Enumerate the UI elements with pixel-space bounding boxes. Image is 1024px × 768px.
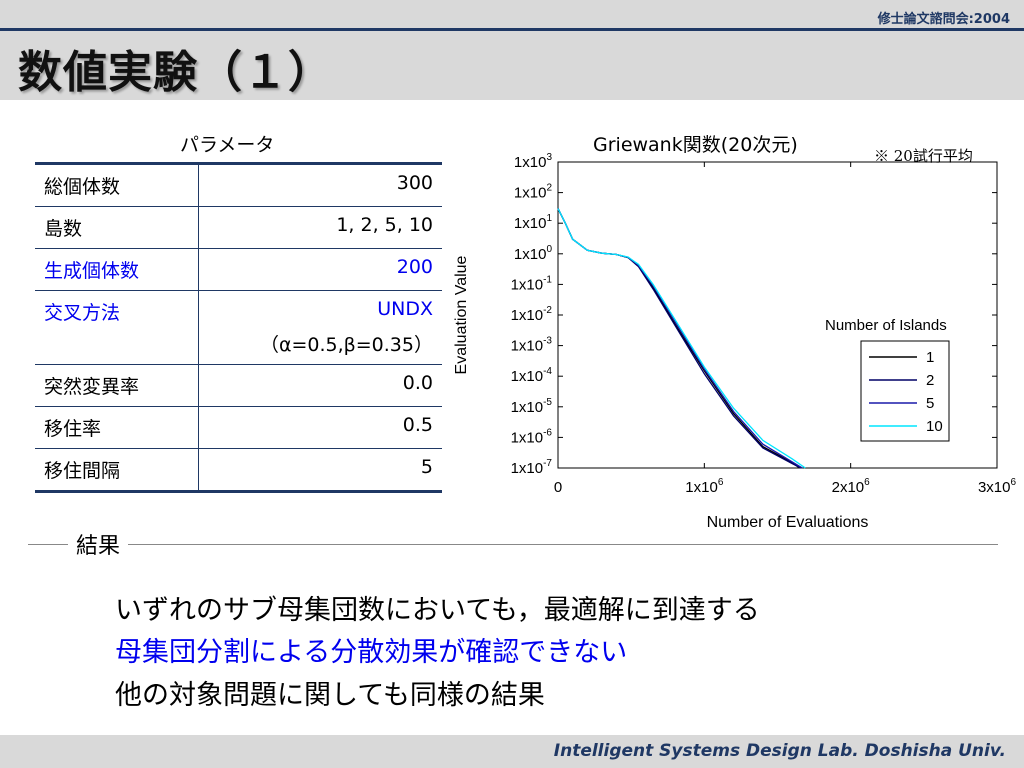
evaluation-chart: 1x103 1x102 1x101 1x100 1x10-1 1x10-2 1x10-3 1x… <box>453 152 1017 531</box>
param-value: 1, 2, 5, 10 <box>198 206 442 249</box>
y-tick-label: 1x103 <box>514 152 553 171</box>
param-row: 総個体数 300 <box>35 163 442 207</box>
result-line-3: 他の対象問題に関しても同様の結果 <box>115 680 545 711</box>
legend-label-1: 1 <box>926 349 934 366</box>
y-tick-label: 1x100 <box>514 244 553 263</box>
y-tick-label: 1x10-4 <box>511 366 553 385</box>
legend-label-5: 5 <box>926 395 934 412</box>
param-value-text: 300 <box>396 172 433 194</box>
param-row: 移住率 0.5 <box>35 406 442 449</box>
param-value: 200 <box>198 248 442 291</box>
result-line-1: いずれのサブ母集団数においても，最適解に到達する <box>115 595 760 626</box>
param-value: 5 <box>198 448 442 492</box>
param-value-text: 0.5 <box>402 414 433 436</box>
param-value-text: 200 <box>396 256 433 278</box>
legend-label-10: 10 <box>926 418 943 435</box>
results-label: 結果 <box>68 528 129 560</box>
series-line-1 <box>557 208 800 469</box>
y-tick-label: 1x10-7 <box>511 458 553 477</box>
params-table: 総個体数 300 島数 1, 2, 5, 10 生成個体数 200 交叉方法 UNDX （α=0… <box>35 162 442 493</box>
param-value: 0.0 <box>198 364 442 407</box>
param-key: 交叉方法 <box>35 290 199 365</box>
conference-label: 修士論文諮問会:2004 <box>877 12 1010 27</box>
param-row: 突然変異率 0.0 <box>35 364 442 407</box>
legend-label-2: 2 <box>926 372 934 389</box>
param-row: 交叉方法 UNDX （α=0.5,β=0.35） <box>35 290 442 365</box>
y-tick-label: 1x102 <box>514 183 553 202</box>
x-tick-label: 2x106 <box>832 477 871 496</box>
param-key: 突然変異率 <box>35 364 199 407</box>
x-tick-label: 3x106 <box>978 477 1017 496</box>
header-divider <box>0 28 1024 31</box>
param-value: UNDX （α=0.5,β=0.35） <box>198 290 442 365</box>
param-value-text: UNDX <box>377 298 433 320</box>
param-value-text: 0.0 <box>402 372 433 394</box>
chart-title: Griewank関数(20次元) <box>593 134 798 156</box>
x-tick-label: 0 <box>554 479 562 496</box>
param-key: 生成個体数 <box>35 248 199 291</box>
results-divider <box>28 544 998 545</box>
param-row: 島数 1, 2, 5, 10 <box>35 206 442 249</box>
param-key: 移住間隔 <box>35 448 199 492</box>
series-line-5 <box>557 208 803 469</box>
x-tick-label: 1x106 <box>685 477 724 496</box>
params-title: パラメータ <box>180 134 275 156</box>
y-tick-label: 1x10-1 <box>511 274 553 293</box>
slide-title: 数値実験（１） <box>18 47 333 98</box>
param-value-subtext: （α=0.5,β=0.35） <box>259 334 433 356</box>
trial-note: ※ 20試行平均 <box>874 147 973 165</box>
series-line-10 <box>557 208 806 469</box>
param-row: 生成個体数 200 <box>35 248 442 291</box>
result-line-2: 母集団分割による分散効果が確認できない <box>115 637 628 668</box>
param-row: 移住間隔 5 <box>35 448 442 492</box>
y-axis-label: Evaluation Value <box>453 255 470 374</box>
param-value: 300 <box>198 163 442 207</box>
param-value-text: 5 <box>420 456 433 478</box>
y-tick-label: 1x10-6 <box>511 427 553 446</box>
series-line-2 <box>557 208 802 469</box>
param-key: 総個体数 <box>35 163 199 207</box>
param-key: 移住率 <box>35 406 199 449</box>
footer-bar: Intelligent Systems Design Lab. Doshisha… <box>0 735 1024 768</box>
param-key: 島数 <box>35 206 199 249</box>
legend-title: Number of Islands <box>825 317 947 334</box>
header-bar <box>0 0 1024 100</box>
x-axis-label: Number of Evaluations <box>707 514 869 531</box>
param-value-text: 1, 2, 5, 10 <box>336 214 433 236</box>
y-tick-label: 1x10-5 <box>511 397 553 416</box>
y-tick-label: 1x10-3 <box>511 336 553 355</box>
y-tick-label: 1x101 <box>514 213 553 232</box>
footer-text: Intelligent Systems Design Lab. Doshisha… <box>553 741 1006 761</box>
y-tick-label: 1x10-2 <box>511 305 553 324</box>
param-value: 0.5 <box>198 406 442 449</box>
